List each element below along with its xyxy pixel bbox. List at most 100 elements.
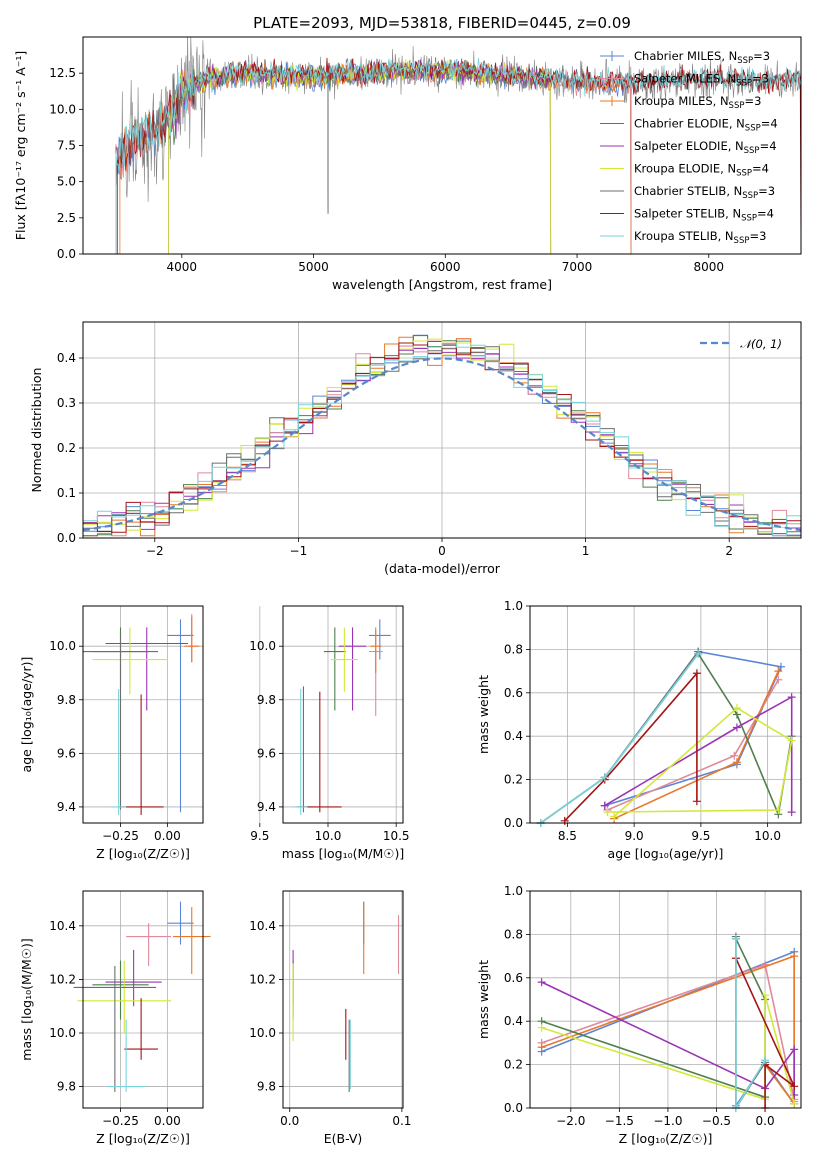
x-tick-label: 0.0	[756, 1114, 775, 1128]
panel-mass_vs_EBV: 0.0 0.1 9.8 10.0 10.2 10.4 E(B-V)	[249, 890, 411, 1146]
y-tick-label: 0.2	[57, 441, 76, 455]
data-point-marker	[732, 703, 741, 712]
y-axis-label: Flux [fλ10⁻¹⁷ erg cm⁻² s⁻¹ A⁻¹]	[13, 51, 28, 240]
panel-age_vs_Z: −0.25 0.00 9.4 9.6 9.8 10.0 Z [log₁₀(Z/Z☉)] age…	[19, 605, 204, 861]
model-line-chabrier-elodie	[168, 59, 552, 254]
y-tick-label: 9.8	[57, 1080, 76, 1094]
legend-entry-label: Kroupa MILES, NSSP=3	[634, 94, 761, 111]
legend-entry-normal: 𝒩(0, 1)	[740, 337, 782, 351]
y-tick-label: 0.4	[504, 1014, 523, 1028]
y-tick-label: 10.0	[49, 102, 76, 116]
axes-frame-residuals	[82, 321, 802, 539]
series-line-kroupa-miles	[541, 954, 795, 1107]
data-point-marker	[537, 1043, 546, 1052]
x-tick-label: 9.0	[625, 829, 644, 843]
y-tick-label: 0.2	[504, 1058, 523, 1072]
normal-curve	[82, 357, 802, 532]
legend-label-suffix: =3	[758, 184, 775, 198]
data-point-marker	[790, 1082, 799, 1091]
x-tick-label: 10.0	[754, 829, 781, 843]
y-tick-label: 9.8	[257, 693, 276, 707]
x-tick-label: −1.5	[605, 1114, 634, 1128]
x-tick-label: −0.5	[702, 1114, 731, 1128]
x-tick-label: 10.0	[315, 829, 342, 843]
series-line-kroupa-elodie	[607, 707, 793, 818]
y-tick-label: 10.2	[249, 972, 276, 986]
x-tick-label: −0.25	[102, 829, 139, 843]
y-tick-label: 0.0	[57, 247, 76, 261]
legend-label-subscript: SSP	[736, 169, 752, 179]
y-tick-label: 10.4	[249, 919, 276, 933]
x-tick-label: 9.5	[250, 829, 269, 843]
axes-frame-mass_vs_Z	[82, 890, 204, 1109]
data-point-marker	[790, 1099, 799, 1108]
y-tick-label: 0.6	[504, 971, 523, 985]
x-tick-label: 8.5	[558, 829, 577, 843]
legend-entry-label: Kroupa ELODIE, NSSP=4	[634, 162, 769, 179]
panel-mass_vs_Z: −0.25 0.00 9.8 10.0 10.2 10.4 Z [log₁₀(Z/Z☉)] m…	[19, 890, 211, 1146]
legend-label-text: Chabrier STELIB, N	[634, 184, 742, 198]
spectrum-lines	[115, 37, 801, 254]
y-tick-label: 0.8	[504, 642, 523, 656]
legend-label-text: Kroupa MILES, N	[634, 94, 729, 108]
model-line-salpeter-stelib	[116, 57, 801, 254]
legend-label-subscript: SSP	[741, 214, 757, 224]
y-tick-label: 9.4	[257, 800, 276, 814]
legend-label-subscript: SSP	[742, 191, 758, 201]
x-tick-label: −2.0	[556, 1114, 585, 1128]
y-tick-label: 0.8	[504, 927, 523, 941]
data-point-marker	[776, 662, 785, 671]
model-line-salpeter-elodie	[168, 59, 552, 254]
x-axis-label: (data-model)/error	[384, 561, 501, 576]
histogram-kroupa-stelib	[83, 343, 801, 536]
x-tick-label: 8000	[694, 260, 725, 274]
y-tick-label: 10.4	[49, 919, 76, 933]
series-line-salpeter-elodie	[541, 981, 795, 1095]
x-axis-label: age [log₁₀(age/yr)]	[608, 846, 724, 861]
legend-label-subscript: SSP	[736, 79, 752, 89]
y-tick-label: 10.0	[249, 639, 276, 653]
model-line-kroupa-elodie	[168, 58, 552, 254]
legend-label-text: Salpeter STELIB, N	[634, 207, 741, 221]
model-line-kroupa-stelib	[115, 58, 801, 254]
data-point-marker	[692, 669, 701, 678]
y-tick-label: 0.4	[504, 729, 523, 743]
series-line-chabrier-elodie	[540, 652, 793, 824]
legend-label-suffix: =3	[752, 72, 769, 86]
y-tick-label: 7.5	[57, 139, 76, 153]
y-tick-label: 10.0	[49, 639, 76, 653]
x-tick-label: 7000	[562, 260, 593, 274]
panel-spectrum: 4000 5000 6000 7000 8000 0.0 2.5 5.0 7.5 10.0 12.5…	[13, 36, 802, 292]
y-tick-label: 10.0	[49, 1026, 76, 1040]
legend-label-subscript: SSP	[734, 236, 750, 246]
data-point-marker	[787, 808, 796, 817]
legend-label-suffix: =3	[749, 229, 766, 243]
x-tick-label: −2	[146, 544, 164, 558]
y-tick-label: 5.0	[57, 175, 76, 189]
x-tick-label: −0.25	[102, 1114, 139, 1128]
y-tick-label: 9.8	[57, 693, 76, 707]
x-tick-label: 6000	[430, 260, 461, 274]
data-point-marker	[610, 812, 619, 821]
panel-residuals: −2 −1 0 1 2 0.0 0.1 0.2 0.3 0.4 (data-model)/error…	[29, 321, 802, 576]
legend-label-suffix: =4	[752, 162, 769, 176]
x-axis-label: Z [log₁₀(Z/Z☉)]	[96, 1131, 190, 1146]
x-tick-label: 0.00	[154, 829, 181, 843]
y-axis-label: Normed distribution	[29, 368, 44, 493]
x-axis-label: Z [log₁₀(Z/Z☉)]	[96, 846, 190, 861]
legend-entry-label: Chabrier MILES, NSSP=3	[634, 49, 770, 66]
x-axis-label: mass [log₁₀(M/M☉)]	[282, 846, 404, 861]
legend-entry-label: Chabrier STELIB, NSSP=3	[634, 184, 775, 201]
y-tick-label: 9.6	[257, 746, 276, 760]
legend-entry-label: Salpeter MILES, NSSP=3	[634, 72, 769, 89]
x-tick-label: 0	[438, 544, 446, 558]
legend-label-suffix: =4	[757, 207, 774, 221]
x-tick-label: 10.5	[383, 829, 410, 843]
x-axis-label: E(B-V)	[324, 1131, 363, 1146]
legend-label-suffix: =4	[761, 117, 778, 131]
series-line-kroupa-stelib	[735, 938, 766, 1111]
y-tick-label: 9.4	[57, 800, 76, 814]
data-point-marker	[600, 801, 609, 810]
data-point-marker	[761, 991, 770, 1000]
x-tick-label: 5000	[298, 260, 329, 274]
